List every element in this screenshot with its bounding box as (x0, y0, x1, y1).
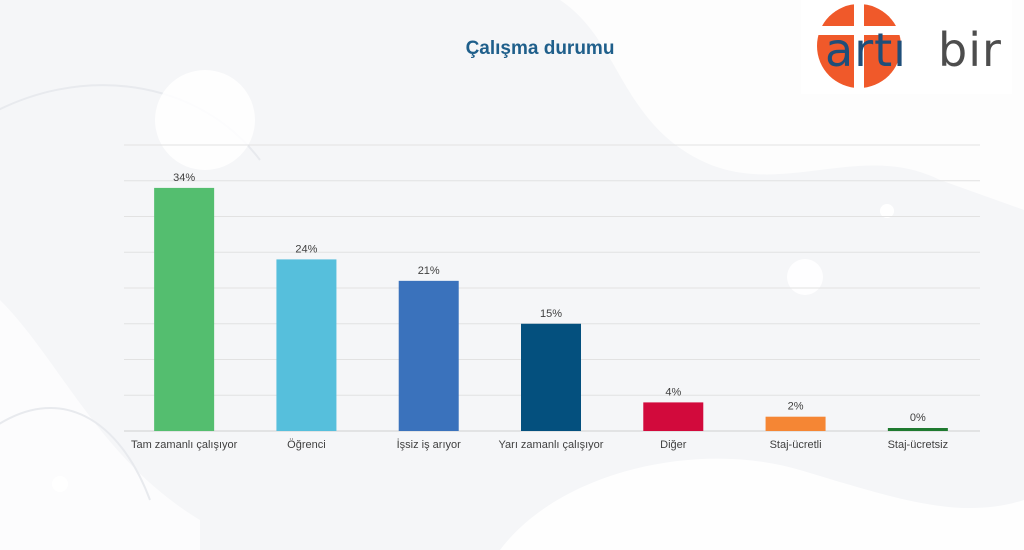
logo-word-bir: bir (938, 23, 1002, 77)
bar (521, 323, 581, 431)
category-label: Staj-ücretsiz (888, 439, 949, 451)
data-label: 15% (540, 308, 562, 320)
category-label: Tam zamanlı çalışıyor (131, 439, 238, 451)
logo-mark (811, 0, 907, 94)
data-label: 2% (788, 401, 804, 413)
logo-word-arti: artı (825, 23, 907, 77)
bar (154, 187, 215, 431)
bar (765, 416, 826, 431)
category-label: Staj-ücretli (770, 439, 822, 451)
data-label: 4% (665, 386, 681, 398)
category-label: Öğrenci (287, 439, 326, 451)
bar (398, 280, 459, 431)
chart-title: Çalışma durumu (465, 38, 615, 59)
bar (887, 428, 948, 431)
category-label: Yarı zamanlı çalışıyor (499, 439, 604, 451)
data-label: 24% (295, 243, 317, 255)
data-label: 0% (910, 412, 926, 424)
data-label: 34% (173, 172, 195, 184)
category-label: Diğer (660, 439, 687, 451)
bar (276, 259, 337, 431)
bar (643, 402, 704, 431)
category-label: İşsiz iş arıyor (397, 438, 462, 451)
data-label: 21% (418, 265, 440, 277)
artibir-logo: artı bir (801, 0, 1012, 94)
